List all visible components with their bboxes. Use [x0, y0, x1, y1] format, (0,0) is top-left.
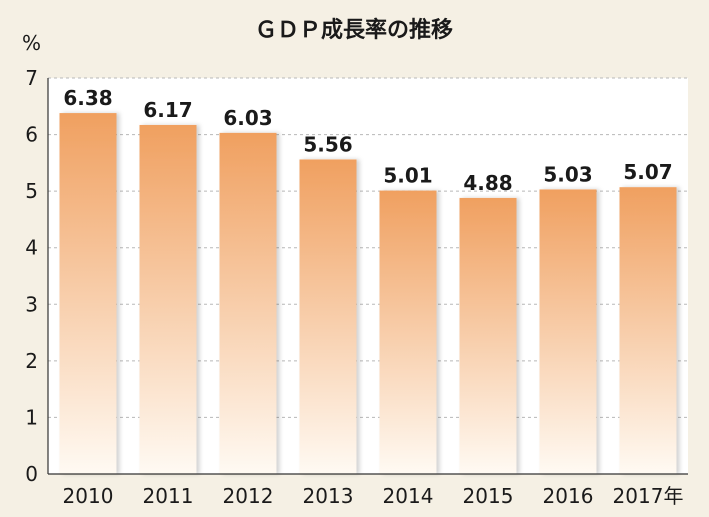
x-tick-label: 2014	[383, 484, 434, 508]
y-tick-label: 4	[25, 236, 38, 260]
y-tick-label: 7	[25, 66, 38, 90]
bar-2016	[539, 189, 597, 474]
x-tick-label: 2013	[303, 484, 354, 508]
bar-2017	[619, 187, 677, 474]
data-label: 6.17	[143, 98, 192, 122]
bar-2014	[379, 190, 437, 474]
y-tick-label: 5	[25, 179, 38, 203]
data-label: 4.88	[463, 171, 512, 195]
x-tick-labels: 2010 2011 2012 2013 2014 2015 2016 2017年	[63, 484, 684, 508]
x-tick-label: 2010	[63, 484, 114, 508]
data-labels: 6.38 6.17 6.03 5.56 5.01 4.88 5.03 5.07	[63, 86, 672, 195]
bar-2011	[139, 124, 197, 474]
y-axis-unit-label: %	[22, 31, 41, 55]
bars	[59, 113, 677, 475]
x-tick-label: 2011	[143, 484, 194, 508]
y-tick-label: 1	[25, 405, 38, 429]
data-label: 5.56	[303, 132, 352, 156]
data-label: 5.07	[623, 160, 672, 184]
x-tick-label: 2017年	[613, 484, 684, 508]
chart-title: ＧＤＰ成長率の推移	[255, 17, 453, 43]
gridlines	[48, 77, 688, 418]
y-tick-labels: 0 1 2 3 4 5 6 7	[25, 66, 38, 486]
bar-2015	[459, 197, 517, 474]
data-label: 6.03	[223, 106, 272, 130]
x-tick-label: 2012	[223, 484, 274, 508]
x-tick-label: 2015	[463, 484, 514, 508]
bar-2013	[299, 159, 357, 474]
x-tick-label: 2016	[543, 484, 594, 508]
y-tick-label: 6	[25, 123, 38, 147]
y-tick-label: 2	[25, 349, 38, 373]
data-label: 6.38	[63, 86, 112, 110]
y-tick-label: 3	[25, 292, 38, 316]
bar-2010	[59, 113, 117, 475]
y-tick-label: 0	[25, 462, 38, 486]
data-label: 5.01	[383, 164, 432, 188]
bar-2012	[219, 132, 277, 475]
data-label: 5.03	[543, 162, 592, 186]
